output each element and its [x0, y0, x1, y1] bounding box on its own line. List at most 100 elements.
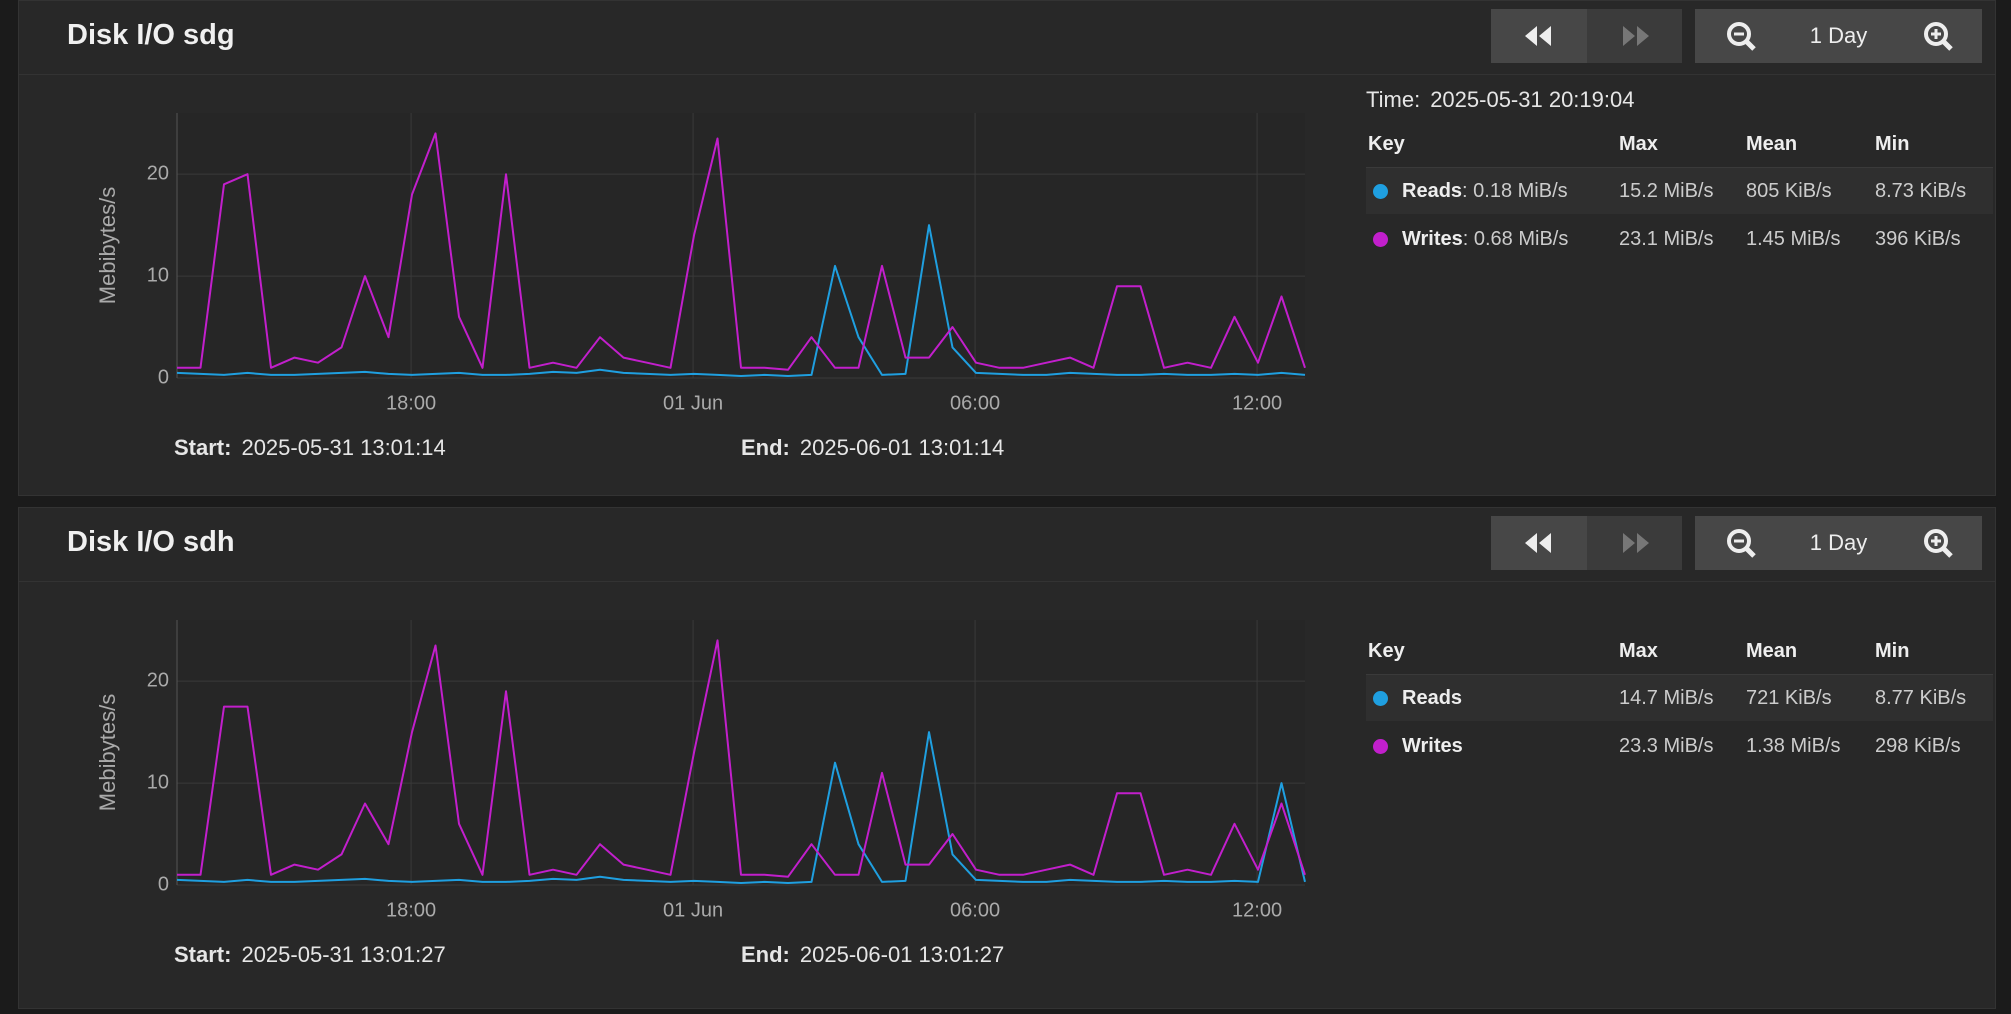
- legend-min: 396 KiB/s: [1875, 228, 1961, 250]
- legend-name: Reads: [1402, 687, 1463, 709]
- legend-dot: [1373, 691, 1388, 706]
- legend-header-cell: Min: [1875, 133, 1910, 155]
- legend-current: : 0.68 MiB/s: [1462, 228, 1569, 250]
- end-caption: End:: [741, 435, 790, 460]
- series-line: [177, 639, 1306, 878]
- y-tick-label: 10: [147, 264, 169, 286]
- end-label: End: 2025-06-01 13:01:14: [741, 435, 1004, 461]
- panel-title: Disk I/O sdh: [67, 526, 235, 558]
- y-tick-label: 20: [147, 669, 169, 691]
- legend-row[interactable]: Reads 14.7 MiB/s 721 KiB/s 8.77 KiB/s: [1366, 675, 1993, 721]
- legend-header-cell: Max: [1619, 133, 1658, 155]
- legend-min: 8.73 KiB/s: [1875, 180, 1967, 202]
- start-caption: Start:: [174, 435, 232, 460]
- legend-row[interactable]: Reads: 0.18 MiB/s 15.2 MiB/s 805 KiB/s 8.73…: [1366, 168, 1993, 214]
- legend-current: : 0.18 MiB/s: [1462, 180, 1568, 202]
- time-label: Time: 2025-05-31 20:19:04: [1366, 87, 1634, 113]
- x-tick-label: 12:00: [1232, 392, 1282, 414]
- legend-dot: [1373, 184, 1388, 199]
- legend-header-cell: Min: [1875, 640, 1910, 662]
- rewind-button[interactable]: [1491, 9, 1587, 63]
- zoom-out-button[interactable]: [1695, 9, 1785, 63]
- icon: [1623, 26, 1649, 46]
- rewind-button[interactable]: [1491, 516, 1587, 570]
- end-value: 2025-06-01 13:01:27: [799, 942, 1005, 967]
- legend-header-cell: Max: [1619, 640, 1658, 662]
- legend-name: Writes: [1402, 228, 1463, 250]
- zoom-in-button[interactable]: [1892, 9, 1982, 63]
- x-tick-label: 18:00: [386, 392, 436, 414]
- zoom-in-button[interactable]: [1892, 516, 1982, 570]
- legend-key: Writes: 0.68 MiB/s: [1402, 216, 1568, 262]
- x-tick-label: 12:00: [1232, 899, 1282, 921]
- time-caption: Time:: [1366, 87, 1421, 112]
- icon: [1727, 529, 1756, 558]
- legend-header: Key Max Mean Min: [1366, 121, 1993, 168]
- panel-header: Disk I/O sdg 1 Day: [19, 1, 1995, 75]
- chart: 0 10 20 18:00 01 Jun 06:00 12:00 Mebibytes/s: [95, 113, 1306, 414]
- legend-name: Writes: [1402, 735, 1463, 757]
- y-axis-label: Mebibytes/s: [95, 187, 120, 304]
- legend-min: 298 KiB/s: [1875, 735, 1961, 757]
- y-tick-label: 0: [158, 873, 169, 895]
- legend-row[interactable]: Writes: 0.68 MiB/s 23.1 MiB/s 1.45 MiB/s 39…: [1366, 216, 1993, 262]
- start-caption: Start:: [174, 942, 232, 967]
- forward-button[interactable]: [1587, 516, 1682, 570]
- end-value: 2025-06-01 13:01:14: [799, 435, 1005, 460]
- legend-mean: 805 KiB/s: [1746, 180, 1832, 202]
- x-tick-label: 06:00: [950, 392, 1000, 414]
- icon: [1727, 22, 1756, 51]
- panel: Disk I/O sdh 1 Day 0 10 20 18:00 01 Jun 06:00 12…: [18, 507, 1996, 1009]
- legend-key: Reads: 0.18 MiB/s: [1402, 168, 1568, 214]
- legend-header-cell: Key: [1368, 640, 1405, 662]
- y-tick-label: 20: [147, 162, 169, 184]
- start-label: Start: 2025-05-31 13:01:14: [174, 435, 446, 461]
- plot-area: [177, 620, 1305, 885]
- legend-header-cell: Mean: [1746, 640, 1798, 662]
- forward-button[interactable]: [1587, 9, 1682, 63]
- plot-area: [177, 113, 1305, 378]
- series-line: [176, 731, 1306, 884]
- icon: [1525, 533, 1551, 553]
- legend-max: 23.1 MiB/s: [1619, 228, 1714, 250]
- icon: [1924, 22, 1953, 51]
- legend-header-cell: Key: [1368, 133, 1405, 155]
- legend-mean: 721 KiB/s: [1746, 687, 1832, 709]
- x-tick-label: 18:00: [386, 899, 436, 921]
- legend-max: 15.2 MiB/s: [1619, 180, 1714, 202]
- legend-name: Reads: [1402, 180, 1463, 202]
- legend-row[interactable]: Writes 23.3 MiB/s 1.38 MiB/s 298 KiB/s: [1366, 723, 1993, 769]
- series-line: [177, 132, 1306, 371]
- chart: 0 10 20 18:00 01 Jun 06:00 12:00 Mebibytes/s: [95, 620, 1306, 921]
- legend-key: Reads: [1402, 675, 1462, 721]
- range-label: 1 Day: [1785, 516, 1892, 570]
- legend-dot: [1373, 232, 1388, 247]
- panel: Disk I/O sdg 1 Day 0 10 20 18:00 01 Jun 06:00 12…: [18, 0, 1996, 496]
- legend-min: 8.77 KiB/s: [1875, 687, 1967, 709]
- x-tick-label: 01 Jun: [663, 899, 723, 921]
- legend-mean: 1.45 MiB/s: [1746, 228, 1841, 250]
- legend-header: Key Max Mean Min: [1366, 628, 1993, 675]
- panel-header: Disk I/O sdh 1 Day: [19, 508, 1995, 582]
- range-label: 1 Day: [1785, 9, 1892, 63]
- legend-dot: [1373, 739, 1388, 754]
- y-tick-label: 10: [147, 771, 169, 793]
- legend-max: 14.7 MiB/s: [1619, 687, 1714, 709]
- x-tick-label: 06:00: [950, 899, 1000, 921]
- series-line: [176, 224, 1306, 377]
- start-value: 2025-05-31 13:01:27: [241, 942, 446, 967]
- icon: [1924, 529, 1953, 558]
- icon: [1525, 26, 1551, 46]
- panel-title: Disk I/O sdg: [67, 19, 235, 51]
- x-tick-label: 01 Jun: [663, 392, 723, 414]
- end-caption: End:: [741, 942, 790, 967]
- legend-header-cell: Mean: [1746, 133, 1798, 155]
- legend-max: 23.3 MiB/s: [1619, 735, 1714, 757]
- y-axis-label: Mebibytes/s: [95, 694, 120, 811]
- zoom-out-button[interactable]: [1695, 516, 1785, 570]
- legend-mean: 1.38 MiB/s: [1746, 735, 1841, 757]
- start-value: 2025-05-31 13:01:14: [241, 435, 446, 460]
- end-label: End: 2025-06-01 13:01:27: [741, 942, 1004, 968]
- icon: [1623, 533, 1649, 553]
